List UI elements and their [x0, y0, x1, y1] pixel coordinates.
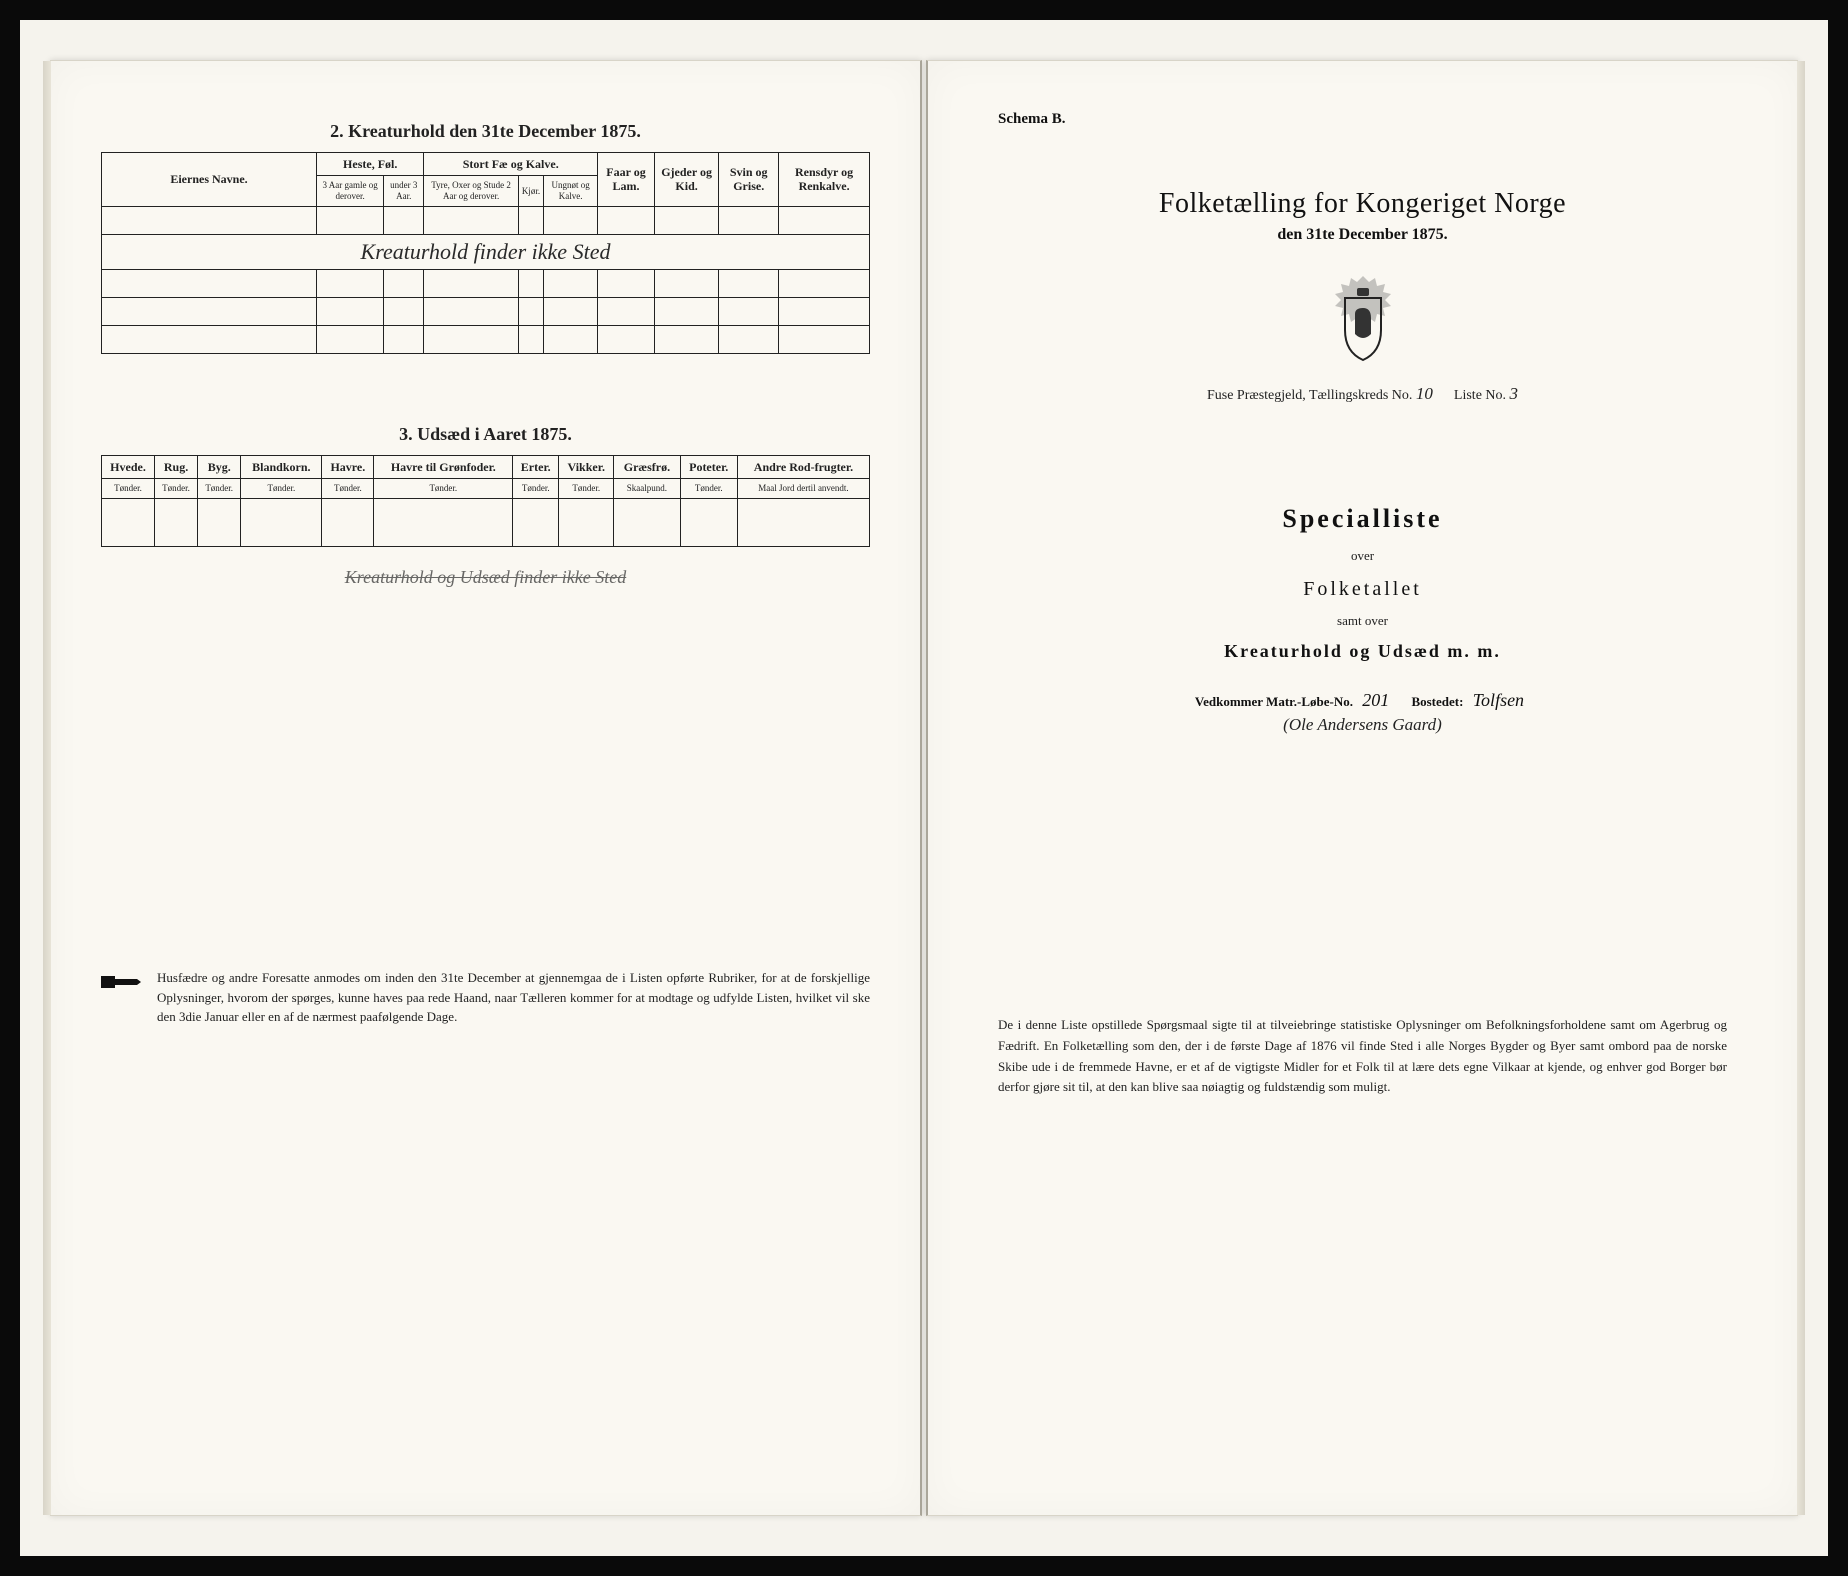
- right-page: Schema B. Folketælling for Kongeriget No…: [926, 60, 1798, 1516]
- sub-horse-1: 3 Aar gamle og derover.: [317, 176, 384, 207]
- sub-horse-2: under 3 Aar.: [384, 176, 424, 207]
- handwritten-note-3: Kreaturhold og Udsæd finder ikke Sted: [101, 567, 870, 588]
- c2: Rug.: [154, 455, 197, 478]
- meta-line: Fuse Præstegjeld, Tællingskreds No. 10 L…: [978, 384, 1747, 404]
- col-owner: Eiernes Navne.: [102, 153, 317, 207]
- u4: Tønder.: [241, 479, 322, 499]
- vedk-label1: Vedkommer Matr.-Løbe-No.: [1195, 694, 1353, 709]
- vedk-label2: Bostedet:: [1411, 694, 1463, 709]
- col-sheep: Faar og Lam.: [598, 153, 655, 207]
- table-row: [102, 297, 870, 325]
- col-group-horse: Heste, Føl.: [317, 153, 424, 176]
- c10: Poteter.: [680, 455, 737, 478]
- c3: Byg.: [198, 455, 241, 478]
- c7: Erter.: [513, 455, 559, 478]
- u10: Tønder.: [680, 479, 737, 499]
- page-edge: [1797, 61, 1805, 1515]
- meta-prefix: Fuse Præstegjeld, Tællingskreds No.: [1207, 388, 1412, 403]
- col-reindeer: Rensdyr og Renkalve.: [779, 153, 870, 207]
- col-goat: Gjeder og Kid.: [654, 153, 718, 207]
- coat-of-arms-icon: [1325, 274, 1401, 364]
- c6: Havre til Grønfoder.: [374, 455, 513, 478]
- c1: Hvede.: [102, 455, 155, 478]
- main-title: Folketælling for Kongeriget Norge: [978, 188, 1747, 220]
- schema-label: Schema B.: [998, 111, 1747, 128]
- meta-liste-no: 3: [1510, 384, 1519, 403]
- kreatur-heading: Kreaturhold og Udsæd m. m.: [978, 641, 1747, 662]
- scan-frame: 2. Kreaturhold den 31te December 1875. E…: [20, 20, 1828, 1556]
- specialliste-heading: Specialliste: [978, 504, 1747, 534]
- sub-date: den 31te December 1875.: [978, 226, 1747, 244]
- sub-cattle-3: Ungnøt og Kalve.: [544, 176, 598, 207]
- c11: Andre Rod-frugter.: [737, 455, 869, 478]
- left-page: 2. Kreaturhold den 31te December 1875. E…: [50, 60, 922, 1516]
- vedk-place: Tolfsen: [1473, 690, 1524, 710]
- c4: Blandkorn.: [241, 455, 322, 478]
- u8: Tønder.: [559, 479, 614, 499]
- u2: Tønder.: [154, 479, 197, 499]
- vedkommer-sub: (Ole Andersens Gaard): [978, 715, 1747, 735]
- table-row: [102, 325, 870, 353]
- table-row: [102, 269, 870, 297]
- u9: Skaalpund.: [614, 479, 680, 499]
- col-group-cattle: Stort Fæ og Kalve.: [424, 153, 598, 176]
- folketallet-heading: Folketallet: [978, 578, 1747, 601]
- footnote-text: Husfædre og andre Foresatte anmodes om i…: [157, 968, 870, 1027]
- samt-text: samt over: [978, 613, 1747, 629]
- u5: Tønder.: [322, 479, 374, 499]
- c9: Græsfrø.: [614, 455, 680, 478]
- c5: Havre.: [322, 455, 374, 478]
- u7: Tønder.: [513, 479, 559, 499]
- col-pig: Svin og Grise.: [719, 153, 779, 207]
- section-2-title: 2. Kreaturhold den 31te December 1875.: [101, 121, 870, 142]
- table-row: Kreaturhold finder ikke Sted: [102, 234, 870, 269]
- sub-cattle-2: Kjør.: [518, 176, 543, 207]
- u3: Tønder.: [198, 479, 241, 499]
- vedkommer-line: Vedkommer Matr.-Løbe-No. 201 Bostedet: T…: [978, 690, 1747, 711]
- meta-liste-label: Liste No.: [1454, 388, 1506, 403]
- table-row: [102, 206, 870, 234]
- u11: Maal Jord dertil anvendt.: [737, 479, 869, 499]
- right-footnote: De i denne Liste opstillede Spørgsmaal s…: [978, 1015, 1747, 1098]
- meta-kreds-no: 10: [1416, 384, 1433, 403]
- pointing-hand-icon: [101, 970, 143, 994]
- u1: Tønder.: [102, 479, 155, 499]
- c8: Vikker.: [559, 455, 614, 478]
- page-edge: [43, 61, 51, 1515]
- section-3-title: 3. Udsæd i Aaret 1875.: [101, 424, 870, 445]
- sub-cattle-1: Tyre, Oxer og Stude 2 Aar og derover.: [424, 176, 518, 207]
- table-row: [102, 499, 870, 547]
- livestock-table: Eiernes Navne. Heste, Føl. Stort Fæ og K…: [101, 152, 870, 354]
- u6: Tønder.: [374, 479, 513, 499]
- left-footnote: Husfædre og andre Foresatte anmodes om i…: [101, 968, 870, 1027]
- vedk-no: 201: [1362, 690, 1389, 710]
- over-text: over: [978, 548, 1747, 564]
- handwritten-note-2: Kreaturhold finder ikke Sted: [102, 234, 870, 269]
- seed-table: Hvede. Rug. Byg. Blandkorn. Havre. Havre…: [101, 455, 870, 547]
